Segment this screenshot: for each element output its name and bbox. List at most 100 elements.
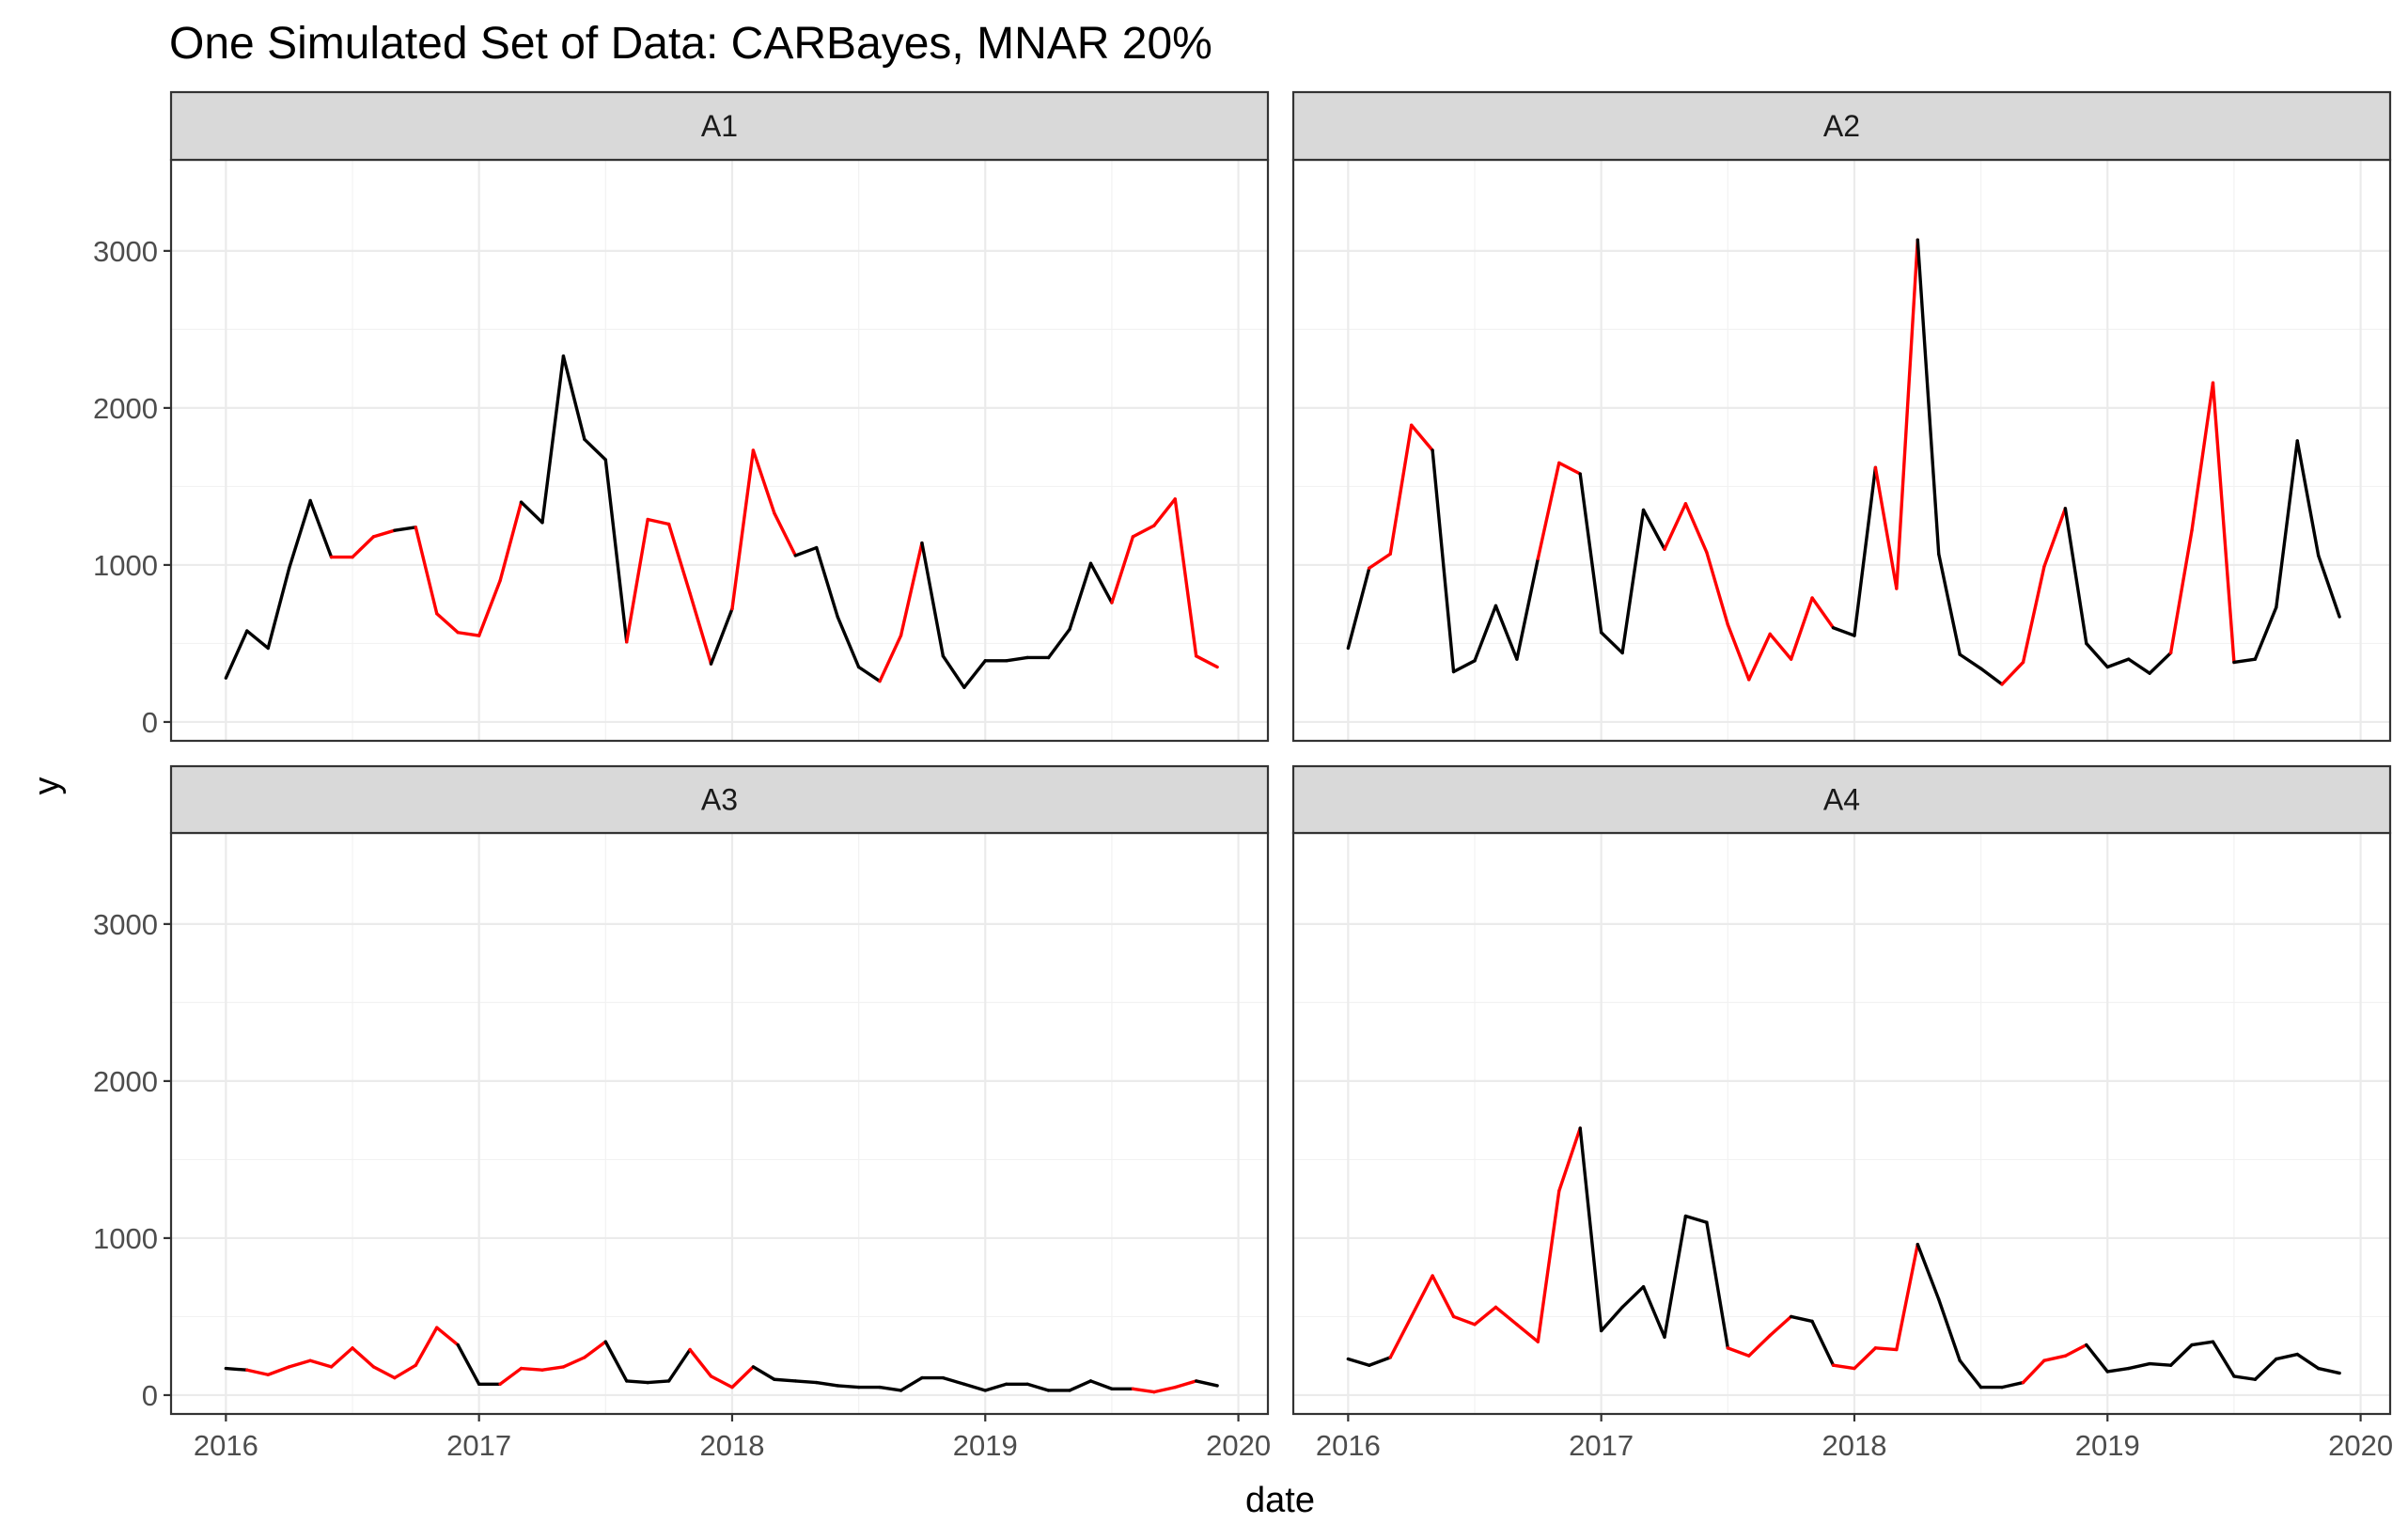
series-segment-A2 <box>1557 461 1582 476</box>
y-tick-label: 2000 <box>93 392 158 425</box>
series-segment-A1 <box>730 448 756 611</box>
series-segment-A1 <box>646 517 671 526</box>
series-segment-A3 <box>351 1346 376 1369</box>
series-segment-A4 <box>1747 1333 1772 1358</box>
series-segment-A4 <box>1641 1285 1666 1339</box>
series-segment-A4 <box>2148 1361 2173 1367</box>
series-segment-A1 <box>1068 561 1093 632</box>
series-segment-A1 <box>245 629 270 651</box>
series-segment-A3 <box>793 1379 819 1385</box>
series-segment-A3 <box>1173 1379 1198 1390</box>
y-axis-title: y <box>27 777 67 795</box>
facet-A4: A4 2016 2017 2018 2019 2020 <box>1291 764 2393 1462</box>
series-segment-A2 <box>2232 657 2258 665</box>
series-segment-A3 <box>878 1385 903 1392</box>
series-segment-A2 <box>1789 596 1814 661</box>
series-segment-A4 <box>1536 1189 1561 1343</box>
series-segment-A4 <box>1473 1305 1498 1327</box>
series-segment-A2 <box>1873 465 1899 590</box>
series-segment-A1 <box>603 458 629 644</box>
series-segment-A2 <box>1346 566 1371 651</box>
series-segment-A3 <box>1194 1379 1219 1388</box>
series-segment-A2 <box>1599 631 1624 655</box>
series-segment-A3 <box>730 1365 756 1390</box>
series-segment-A2 <box>1431 448 1456 674</box>
series-segment-A1 <box>477 578 502 637</box>
series-segment-A4 <box>1557 1126 1582 1193</box>
facet-panels: A1 0 1000 2000 3000 A2 A3 0 1000 2000 3000 2016 2017… <box>93 90 2393 1462</box>
series-segment-A3 <box>519 1366 544 1372</box>
series-segment-A3 <box>836 1384 861 1390</box>
x-tick-label: 2017 <box>446 1429 511 1462</box>
facet-strip-label: A1 <box>701 109 738 143</box>
series-segment-A4 <box>1599 1305 1624 1333</box>
chart-title: One Simulated Set of Data: CARBayes, MNA… <box>169 19 1212 69</box>
series-segment-A4 <box>1705 1220 1730 1350</box>
facet-strip <box>1291 90 2392 162</box>
series-segment-A3 <box>983 1382 1009 1392</box>
series-segment-A4 <box>1431 1274 1456 1319</box>
series-segment-A1 <box>414 526 439 616</box>
series-segment-A1 <box>1046 627 1071 660</box>
series-segment-A2 <box>1663 502 1688 551</box>
series-segment-A2 <box>1536 461 1561 560</box>
y-tick-label: 3000 <box>93 908 158 941</box>
series-segment-A1 <box>435 612 460 635</box>
series-segment-A4 <box>2295 1352 2321 1371</box>
series-segment-A4 <box>1768 1314 1793 1338</box>
series-segment-A3 <box>329 1346 354 1369</box>
series-segment-A3 <box>456 1343 481 1386</box>
series-segment-A1 <box>351 535 376 559</box>
series-segment-A2 <box>1958 652 1983 670</box>
facet-A3: A3 0 1000 2000 3000 2016 2017 2018 2019 2020 <box>93 764 1271 1462</box>
series-segment-A4 <box>1873 1346 1899 1352</box>
series-segment-A2 <box>2316 554 2341 619</box>
x-tick-label: 2020 <box>1206 1429 1271 1462</box>
series-segment-A2 <box>2063 507 2088 646</box>
series-segment-A2 <box>1515 557 1540 661</box>
x-tick-label: 2017 <box>1569 1429 1634 1462</box>
series-segment-A3 <box>498 1366 524 1386</box>
series-segment-A2 <box>1473 604 1498 663</box>
facet-A1: A1 0 1000 2000 3000 <box>93 90 1270 743</box>
series-segment-A3 <box>1088 1379 1114 1390</box>
series-segment-A4 <box>1663 1214 1688 1339</box>
series-segment-A2 <box>1493 604 1519 661</box>
x-tick-label: 2019 <box>953 1429 1018 1462</box>
series-segment-A2 <box>2211 381 2236 665</box>
series-segment-A2 <box>1978 667 2004 686</box>
series-segment-A1 <box>540 354 566 525</box>
panel-border <box>169 831 1270 1416</box>
series-segment-A4 <box>1346 1357 1371 1367</box>
series-segment-A2 <box>1768 632 1793 661</box>
series-segment-A1 <box>371 528 397 539</box>
series-segment-A3 <box>414 1326 439 1367</box>
facet-A2: A2 <box>1291 90 2392 743</box>
series-segment-A1 <box>393 526 418 532</box>
series-segment-A3 <box>1025 1382 1051 1392</box>
panel-border <box>169 158 1270 743</box>
series-segment-A2 <box>1620 508 1646 655</box>
series-segment-A2 <box>2190 381 2215 532</box>
series-segment-A3 <box>962 1382 987 1392</box>
series-segment-A4 <box>1493 1305 1519 1327</box>
facet-strip-label: A3 <box>701 783 738 817</box>
x-tick-label: 2018 <box>1822 1429 1886 1462</box>
series-segment-A4 <box>1726 1346 1751 1358</box>
facet-strip-label: A2 <box>1823 109 1860 143</box>
series-segment-A1 <box>1110 535 1135 605</box>
series-segment-A4 <box>2000 1380 2025 1390</box>
series-segment-A3 <box>1152 1385 1177 1394</box>
series-segment-A1 <box>1152 497 1177 527</box>
series-segment-A2 <box>2295 439 2321 557</box>
series-segment-A2 <box>1683 502 1709 555</box>
series-segment-A3 <box>245 1368 270 1376</box>
series-segment-A3 <box>540 1365 566 1372</box>
series-segment-A4 <box>2190 1340 2215 1347</box>
series-segment-A1 <box>308 498 334 559</box>
series-segment-A4 <box>1831 1363 1856 1371</box>
y-tick-label: 0 <box>142 1379 158 1412</box>
series-segment-A1 <box>920 541 946 658</box>
series-segment-A1 <box>666 522 692 595</box>
series-segment-A4 <box>2253 1357 2278 1381</box>
